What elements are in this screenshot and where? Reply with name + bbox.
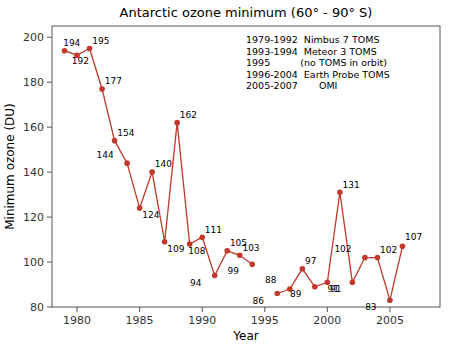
y-tick-label: 100 <box>23 256 44 269</box>
x-tick <box>202 307 203 312</box>
data-label: 131 <box>343 180 360 190</box>
point <box>224 248 230 254</box>
x-tick <box>77 307 78 312</box>
annotation-box <box>243 32 435 95</box>
x-tick <box>139 307 140 312</box>
x-tick-label: 1980 <box>63 314 91 327</box>
x-tick-label: 2000 <box>313 314 341 327</box>
plot-area <box>52 26 440 307</box>
data-label: 89 <box>290 289 302 299</box>
point <box>249 261 255 267</box>
point <box>237 252 243 258</box>
y-tick-label: 120 <box>23 211 44 224</box>
data-label: 103 <box>242 243 259 253</box>
point <box>124 160 130 166</box>
x-axis-label: Year <box>232 329 258 343</box>
point <box>212 273 218 279</box>
x-tick <box>389 307 390 312</box>
y-tick-label: 200 <box>23 31 44 44</box>
x-tick <box>327 307 328 312</box>
y-tick <box>47 307 52 308</box>
data-label: 162 <box>180 110 197 120</box>
data-label: 144 <box>97 150 114 160</box>
point <box>99 86 105 92</box>
data-label: 102 <box>334 244 351 254</box>
data-label: 86 <box>253 296 265 306</box>
point <box>62 48 68 54</box>
point <box>112 138 118 144</box>
annotation: 2005-2007 OMI <box>246 80 337 91</box>
data-label: 124 <box>142 210 159 220</box>
data-label: 111 <box>205 225 222 235</box>
data-label: 107 <box>405 232 422 242</box>
x-tick-label: 1985 <box>126 314 154 327</box>
annotation: 1993-1994 Meteor 3 TOMS <box>246 46 377 57</box>
annotation: 1996-2004 Earth Probe TOMS <box>246 69 390 80</box>
y-tick <box>47 172 52 173</box>
point <box>387 297 393 303</box>
data-label: 194 <box>63 38 80 48</box>
point <box>174 120 180 126</box>
data-label: 195 <box>92 36 109 46</box>
data-label: 99 <box>227 266 239 276</box>
data-label: 91 <box>328 284 339 294</box>
point <box>149 169 155 175</box>
data-label: 94 <box>190 278 202 288</box>
point <box>362 255 368 261</box>
annotation: 1979-1992 Nimbus 7 TOMS <box>246 34 379 45</box>
title: Antarctic ozone minimum (60° - 90° S) <box>120 5 373 20</box>
point <box>350 279 356 285</box>
point <box>274 291 280 297</box>
x-tick-label: 1995 <box>251 314 279 327</box>
point <box>337 190 343 196</box>
data-label: 97 <box>305 256 316 266</box>
data-label: 102 <box>380 245 397 255</box>
y-tick <box>47 262 52 263</box>
data-label: 177 <box>105 76 122 86</box>
point <box>312 284 318 290</box>
x-tick <box>264 307 265 312</box>
x-tick-label: 2005 <box>376 314 404 327</box>
annotation: 1995 (no TOMS in orbit) <box>246 57 387 68</box>
y-tick-label: 160 <box>23 121 44 134</box>
y-tick-label: 180 <box>23 76 44 89</box>
point <box>87 46 93 52</box>
data-label: 88 <box>265 275 277 285</box>
point <box>199 235 205 241</box>
y-tick-label: 140 <box>23 166 44 179</box>
y-tick <box>47 82 52 83</box>
point <box>300 266 306 272</box>
x-tick-label: 1990 <box>188 314 216 327</box>
y-tick <box>47 37 52 38</box>
point <box>400 244 406 250</box>
y-tick <box>47 127 52 128</box>
plot-frame <box>52 26 440 307</box>
y-tick <box>47 217 52 218</box>
data-label: 192 <box>72 56 89 66</box>
data-label: 140 <box>155 159 172 169</box>
y-axis-label: Minimum ozone (DU) <box>3 103 17 230</box>
data-label: 83 <box>365 302 376 312</box>
data-label: 154 <box>117 128 134 138</box>
y-tick-label: 80 <box>30 301 44 314</box>
point <box>375 255 381 261</box>
data-label: 109 <box>167 244 184 254</box>
data-label: 108 <box>188 246 205 256</box>
chart: 1980 1985 1990 1995 2000 2005 80 100 120 140 160 18… <box>0 0 450 347</box>
